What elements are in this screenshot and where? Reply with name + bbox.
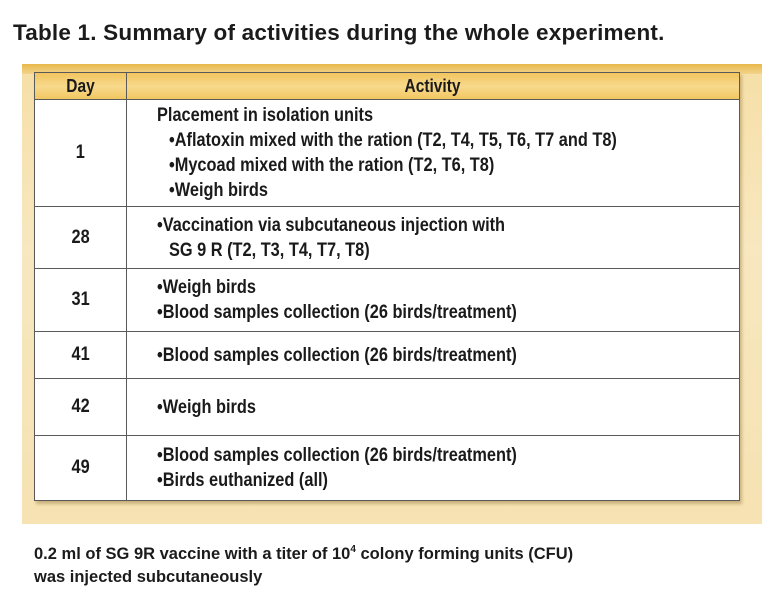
activity-line: Placement in isolation units — [157, 105, 374, 126]
exponent: 4 — [350, 544, 356, 555]
table-row: 42 Weigh birds — [34, 378, 740, 436]
activity-cell: Placement in isolation units Aflatoxin m… — [126, 99, 740, 207]
activity-cell: Vaccination via subcutaneous injection w… — [126, 206, 740, 269]
day-cell: 41 — [34, 331, 127, 379]
activities-table: Day Activity 1 Placement in isolation un… — [34, 72, 740, 501]
activity-column-header: Activity — [126, 72, 740, 100]
activity-bullet-line: Weigh birds — [157, 275, 739, 300]
day-cell: 1 — [34, 99, 127, 207]
table-row: 28 Vaccination via subcutaneous injectio… — [34, 206, 740, 269]
table-row: 49 Blood samples collection (26 birds/tr… — [34, 435, 740, 501]
activity-bullet-line: Weigh birds — [157, 178, 739, 203]
activity-bullet-line: Blood samples collection (26 birds/treat… — [157, 443, 739, 468]
day-column-header: Day — [34, 72, 127, 100]
activity-bullet-line: Blood samples collection (26 birds/treat… — [157, 343, 739, 368]
activity-bullet-line: Aflatoxin mixed with the ration (T2, T4,… — [157, 128, 739, 153]
activity-line: SG 9 R (T2, T3, T4, T7, T8) — [169, 239, 370, 261]
activity-bullet-line: Blood samples collection (26 birds/treat… — [157, 300, 739, 325]
day-cell: 49 — [34, 435, 127, 501]
table-header-row: Day Activity — [34, 72, 740, 100]
activity-bullet-line: Mycoad mixed with the ration (T2, T6, T8… — [157, 153, 739, 178]
table-row: 41 Blood samples collection (26 birds/tr… — [34, 331, 740, 379]
day-cell: 28 — [34, 206, 127, 269]
footnote-line-1: 0.2 ml of SG 9R vaccine with a titer of … — [34, 544, 574, 563]
activity-cell: Blood samples collection (26 birds/treat… — [126, 331, 740, 379]
activity-cell: Weigh birds — [126, 378, 740, 436]
day-cell: 31 — [34, 268, 127, 332]
table-row: 31 Weigh birds Blood samples collection … — [34, 268, 740, 332]
table-panel: Day Activity 1 Placement in isolation un… — [22, 64, 762, 524]
table-footnote: 0.2 ml of SG 9R vaccine with a titer of … — [34, 538, 573, 589]
table-title: Table 1. Summary of activities during th… — [13, 20, 665, 45]
table-row: 1 Placement in isolation units Aflatoxin… — [34, 99, 740, 207]
activity-bullet-line: Vaccination via subcutaneous injection w… — [157, 213, 739, 238]
activity-bullet-line: Weigh birds — [157, 395, 739, 420]
activity-bullet-line: Birds euthanized (all) — [157, 468, 739, 493]
activity-cell: Weigh birds Blood samples collection (26… — [126, 268, 740, 332]
day-cell: 42 — [34, 378, 127, 436]
activity-cell: Blood samples collection (26 birds/treat… — [126, 435, 740, 501]
footnote-line-2: was injected subcutaneously — [34, 568, 263, 586]
